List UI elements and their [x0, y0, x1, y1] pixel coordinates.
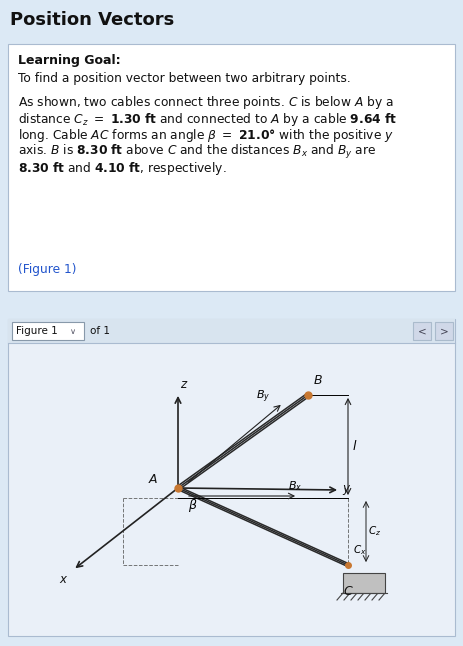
Text: ∨: ∨ [70, 326, 76, 335]
Text: $\mathbf{8.30\ ft}$ and $\mathbf{4.10\ ft}$, respectively.: $\mathbf{8.30\ ft}$ and $\mathbf{4.10\ f… [18, 160, 226, 177]
Bar [8, 319, 455, 343]
Text: Figure 1: Figure 1 [16, 326, 58, 336]
FancyBboxPatch shape [413, 322, 431, 340]
Text: $x$: $x$ [59, 573, 68, 586]
Text: $B_x$: $B_x$ [288, 479, 302, 493]
Text: $C$: $C$ [343, 585, 354, 598]
Text: $\beta$: $\beta$ [188, 497, 198, 514]
FancyBboxPatch shape [8, 44, 455, 291]
Text: $B$: $B$ [313, 374, 323, 387]
Text: distance $\it{C}_z$ $=$ $\mathbf{1.30\ ft}$ and connected to $\it{A}$ by a cable: distance $\it{C}_z$ $=$ $\mathbf{1.30\ f… [18, 110, 397, 127]
Text: (Figure 1): (Figure 1) [18, 263, 76, 276]
FancyBboxPatch shape [8, 319, 455, 636]
Text: long. Cable $\it{AC}$ forms an angle $\it{\beta}$ $=$ $\mathbf{21.0°}$ with the : long. Cable $\it{AC}$ forms an angle $\i… [18, 127, 394, 144]
Text: $y$: $y$ [342, 483, 351, 497]
Text: $C_x$: $C_x$ [353, 543, 367, 557]
Text: axis. $\it{B}$ is $\mathbf{8.30\ ft}$ above $\it{C}$ and the distances $\it{B}_x: axis. $\it{B}$ is $\mathbf{8.30\ ft}$ ab… [18, 143, 376, 162]
Text: >: > [440, 326, 448, 336]
Text: $A$: $A$ [148, 473, 158, 486]
Text: $B_y$: $B_y$ [256, 389, 270, 405]
Text: As shown, two cables connect three points. $\it{C}$ is below $\it{A}$ by a: As shown, two cables connect three point… [18, 94, 394, 111]
FancyBboxPatch shape [435, 322, 453, 340]
Text: <: < [418, 326, 426, 336]
Text: $z$: $z$ [180, 378, 188, 391]
Text: Learning Goal:: Learning Goal: [18, 54, 121, 67]
Text: $C_z$: $C_z$ [368, 525, 381, 538]
Bar [343, 573, 385, 593]
FancyBboxPatch shape [12, 322, 84, 340]
Text: To find a position vector between two arbitrary points.: To find a position vector between two ar… [18, 72, 351, 85]
Text: Position Vectors: Position Vectors [10, 11, 174, 29]
Text: of 1: of 1 [90, 326, 110, 336]
Text: $l$: $l$ [352, 439, 357, 453]
